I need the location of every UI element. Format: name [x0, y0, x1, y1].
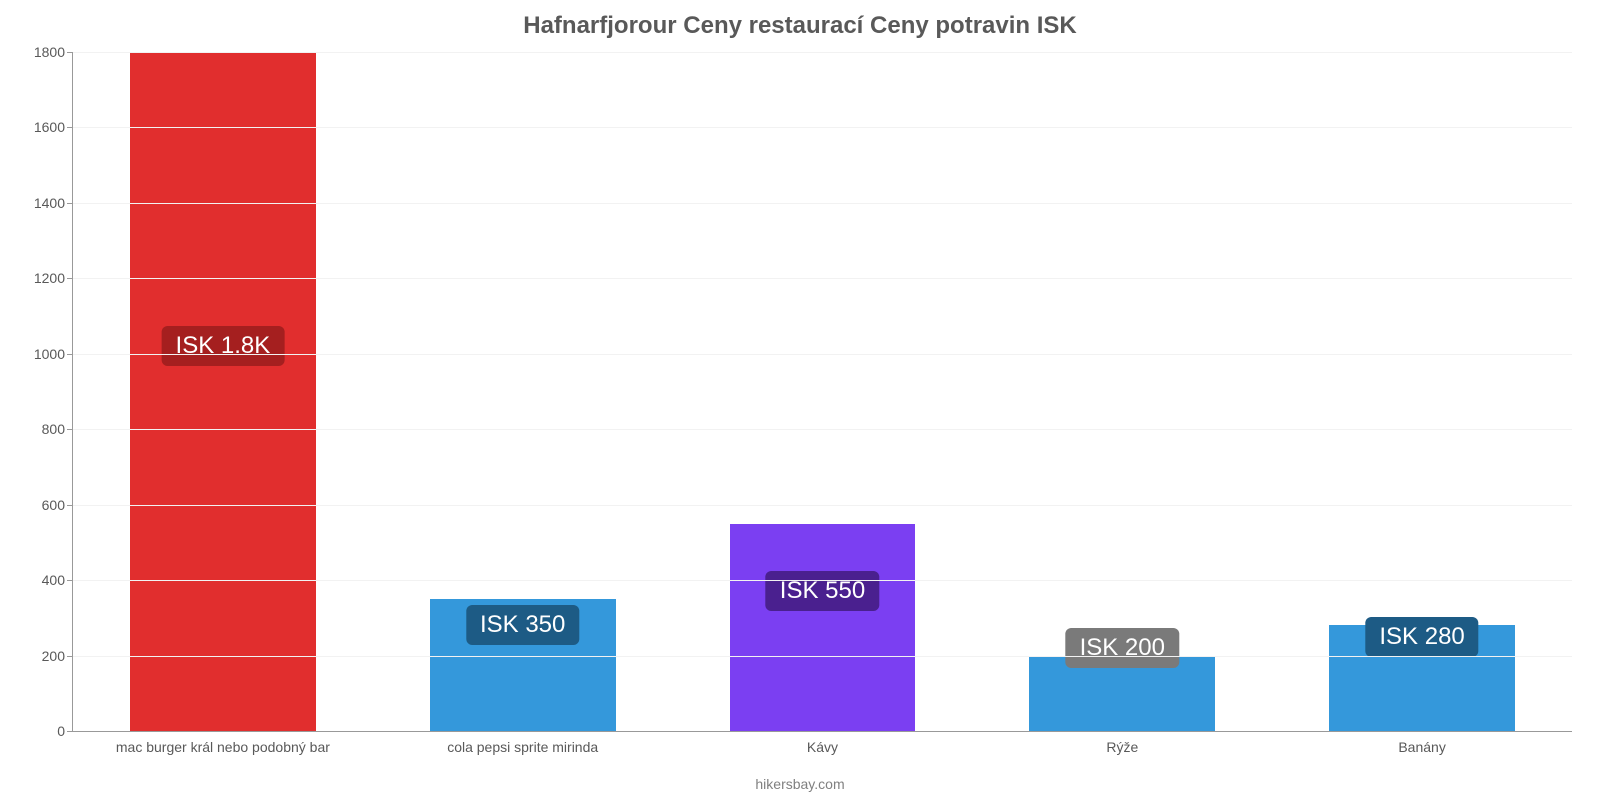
price-bar-chart: Hafnarfjorour Ceny restaurací Ceny potra…: [0, 0, 1600, 800]
y-tick-label: 1200: [17, 270, 65, 286]
bar: [730, 524, 916, 731]
bar-slot: ISK 350: [373, 52, 673, 731]
y-tick-mark: [67, 731, 73, 732]
grid-line: [73, 52, 1572, 53]
value-badge: ISK 550: [766, 571, 879, 611]
y-tick-mark: [67, 127, 73, 128]
bar-slot: ISK 550: [673, 52, 973, 731]
x-axis-label: Banány: [1272, 739, 1572, 755]
plot-area: ISK 1.8KISK 350ISK 550ISK 200ISK 280 mac…: [72, 52, 1572, 732]
grid-line: [73, 429, 1572, 430]
y-tick-label: 800: [17, 421, 65, 437]
value-badge: ISK 350: [466, 605, 579, 645]
bars-row: ISK 1.8K ISK 350 ISK 550 ISK 200 ISK 280: [73, 52, 1572, 731]
y-tick-mark: [67, 52, 73, 53]
bar-slot: ISK 200: [972, 52, 1272, 731]
bar-slot: ISK 280: [1272, 52, 1572, 731]
y-tick-mark: [67, 278, 73, 279]
grid-line: [73, 278, 1572, 279]
y-tick-label: 200: [17, 648, 65, 664]
chart-title: Hafnarfjorour Ceny restaurací Ceny potra…: [0, 0, 1600, 44]
y-tick-label: 1600: [17, 119, 65, 135]
value-badge: ISK 280: [1365, 617, 1478, 657]
value-badge: ISK 1.8K: [162, 326, 285, 366]
x-axis-label: mac burger král nebo podobný bar: [73, 739, 373, 755]
x-axis-label: cola pepsi sprite mirinda: [373, 739, 673, 755]
grid-line: [73, 203, 1572, 204]
bar: [130, 52, 316, 731]
y-tick-mark: [67, 580, 73, 581]
y-tick-label: 1800: [17, 44, 65, 60]
grid-line: [73, 354, 1572, 355]
grid-line: [73, 580, 1572, 581]
grid-line: [73, 505, 1572, 506]
value-badge: ISK 200: [1066, 628, 1179, 668]
y-tick-mark: [67, 429, 73, 430]
grid-line: [73, 656, 1572, 657]
y-tick-mark: [67, 203, 73, 204]
y-tick-label: 0: [17, 723, 65, 739]
bar-slot: ISK 1.8K: [73, 52, 373, 731]
x-axis-labels: mac burger král nebo podobný barcola pep…: [73, 739, 1572, 755]
y-tick-label: 1400: [17, 195, 65, 211]
y-tick-label: 1000: [17, 346, 65, 362]
y-tick-label: 400: [17, 572, 65, 588]
y-tick-label: 600: [17, 497, 65, 513]
footer-credit: hikersbay.com: [0, 776, 1600, 792]
y-tick-mark: [67, 505, 73, 506]
y-tick-mark: [67, 656, 73, 657]
grid-line: [73, 127, 1572, 128]
y-tick-mark: [67, 354, 73, 355]
x-axis-label: Rýže: [972, 739, 1272, 755]
x-axis-label: Kávy: [673, 739, 973, 755]
